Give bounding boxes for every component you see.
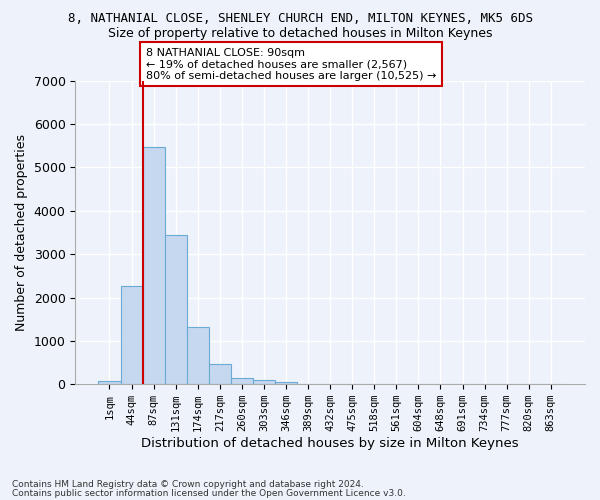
Bar [143,146,164,384]
Text: Contains public sector information licensed under the Open Government Licence v3: Contains public sector information licen… [12,488,406,498]
Text: 8, NATHANIAL CLOSE, SHENLEY CHURCH END, MILTON KEYNES, MK5 6DS: 8, NATHANIAL CLOSE, SHENLEY CHURCH END, … [67,12,533,26]
Bar [253,380,275,384]
Text: Size of property relative to detached houses in Milton Keynes: Size of property relative to detached ho… [108,28,492,40]
Bar [121,286,143,384]
Y-axis label: Number of detached properties: Number of detached properties [15,134,28,331]
Bar [275,382,297,384]
Text: Contains HM Land Registry data © Crown copyright and database right 2024.: Contains HM Land Registry data © Crown c… [12,480,364,489]
Bar [209,364,231,384]
X-axis label: Distribution of detached houses by size in Milton Keynes: Distribution of detached houses by size … [142,437,519,450]
Bar [187,328,209,384]
Bar [231,378,253,384]
Text: 8 NATHANIAL CLOSE: 90sqm
← 19% of detached houses are smaller (2,567)
80% of sem: 8 NATHANIAL CLOSE: 90sqm ← 19% of detach… [146,48,436,80]
Bar [98,381,121,384]
Bar [164,236,187,384]
